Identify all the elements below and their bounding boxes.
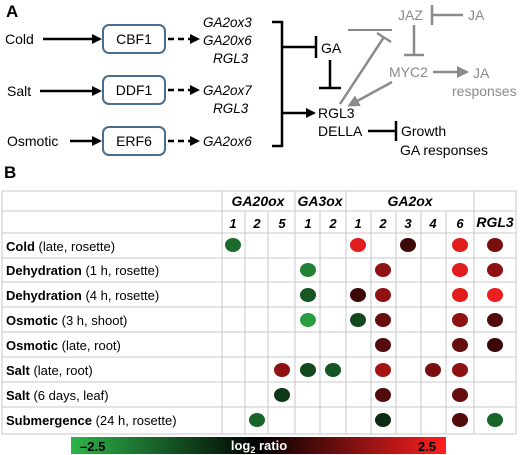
col-num-ga2ox-3: 3 xyxy=(404,216,412,231)
header-ga3ox: GA3ox xyxy=(297,193,343,209)
heat-cell-r5-c3 xyxy=(300,363,316,377)
target-cold-1: GA2ox3 xyxy=(203,15,252,30)
jaz-label: JAZ xyxy=(398,7,423,23)
heat-cell-r6-c6 xyxy=(375,388,391,402)
ga-label: GA xyxy=(321,40,342,56)
panel-b: B GA20ox GA3ox xyxy=(1,163,517,455)
col-num-ga3ox-1: 1 xyxy=(304,216,311,231)
stress-salt-label: Salt xyxy=(7,83,31,99)
heat-cell-r1-c3 xyxy=(300,263,316,277)
stress-osmotic-label: Osmotic xyxy=(7,133,58,149)
heat-cell-r5-c8 xyxy=(425,363,441,377)
ja-responses-label-1: JA xyxy=(473,65,490,81)
heat-cell-r0-c5 xyxy=(350,238,366,252)
header-ga20ox: GA20ox xyxy=(232,193,286,209)
cbf1-box xyxy=(102,24,166,54)
cbf1-label: CBF1 xyxy=(116,31,152,47)
target-salt-1: GA2ox7 xyxy=(203,83,252,98)
scale-min-label: –2.5 xyxy=(80,439,105,454)
row-label-2: Dehydration (4 h, rosette) xyxy=(6,288,159,303)
heatmap-cells xyxy=(225,238,503,427)
scale-title: log2 ratio xyxy=(231,438,287,455)
ga-responses-label: GA responses xyxy=(400,142,488,158)
ddf1-label: DDF1 xyxy=(116,82,153,98)
heat-cell-r3-c10 xyxy=(487,313,503,327)
row-label-5: Salt (late, root) xyxy=(6,363,93,378)
row-label-7: Submergence (24 h, rosette) xyxy=(6,413,177,428)
col-num-ga2ox-1: 1 xyxy=(354,216,361,231)
row-label-4: Osmotic (late, root) xyxy=(6,338,121,353)
target-salt-2: RGL3 xyxy=(213,101,249,116)
heat-cell-r7-c6 xyxy=(375,413,391,427)
col-num-ga20ox-2: 2 xyxy=(252,216,261,231)
panel-a: A Cold Salt Osmotic CBF1 DDF1 ERF6 GA2ox… xyxy=(5,2,517,158)
row-label-0: Cold (late, rosette) xyxy=(6,239,115,254)
heat-cell-r7-c1 xyxy=(249,413,265,427)
ja-responses-label-2: responses xyxy=(452,83,517,99)
myc2-label: MYC2 xyxy=(389,64,428,80)
heat-cell-r0-c7 xyxy=(400,238,416,252)
erf6-label: ERF6 xyxy=(116,133,152,149)
heat-cell-r0-c0 xyxy=(225,238,241,252)
heat-cell-r2-c10 xyxy=(487,288,503,302)
heat-cell-r2-c5 xyxy=(350,288,366,302)
stress-cold-label: Cold xyxy=(5,31,34,47)
target-cold-2: GA20x6 xyxy=(203,33,252,48)
heat-cell-r2-c3 xyxy=(300,288,316,302)
header-ga2ox: GA2ox xyxy=(387,193,433,209)
heat-cell-r3-c6 xyxy=(375,313,391,327)
col-num-ga20ox-5: 5 xyxy=(278,216,286,231)
heat-cell-r6-c9 xyxy=(452,388,468,402)
target-bracket xyxy=(272,20,284,148)
erf6-box xyxy=(102,126,166,156)
ddf1-box xyxy=(102,75,166,105)
scale-max-label: 2.5 xyxy=(418,439,436,454)
inhibit-rgl3-jaz-bar xyxy=(376,31,392,44)
heat-cell-r7-c9 xyxy=(452,413,468,427)
heat-cell-r3-c9 xyxy=(452,313,468,327)
heat-cell-r3-c5 xyxy=(350,313,366,327)
col-num-ga20ox-1: 1 xyxy=(229,216,236,231)
heat-cell-r7-c10 xyxy=(487,413,503,427)
arrow-myc2-rgl3 xyxy=(347,80,393,107)
ja-label: JA xyxy=(468,7,485,23)
inhibit-rgl3-jaz-line xyxy=(338,36,386,105)
heat-cell-r5-c2 xyxy=(274,363,290,377)
color-scale-bar xyxy=(71,437,446,454)
panel-a-label: A xyxy=(6,2,18,21)
row-label-1: Dehydration (1 h, rosette) xyxy=(6,263,159,278)
heat-cell-r0-c10 xyxy=(487,238,503,252)
col-num-ga2ox-4: 4 xyxy=(428,216,437,231)
heat-cell-r1-c6 xyxy=(375,263,391,277)
rgl3-label: RGL3 xyxy=(318,105,355,121)
heat-cell-r2-c6 xyxy=(375,288,391,302)
col-num-ga3ox-2: 2 xyxy=(328,216,337,231)
heat-cell-r5-c4 xyxy=(325,363,341,377)
heat-cell-r0-c9 xyxy=(452,238,468,252)
heat-cell-r4-c10 xyxy=(487,338,503,352)
heat-cell-r2-c9 xyxy=(452,288,468,302)
heat-cell-r1-c10 xyxy=(487,263,503,277)
heat-cell-r6-c2 xyxy=(274,388,290,402)
header-rgl3: RGL3 xyxy=(476,214,514,230)
heat-cell-r4-c6 xyxy=(375,338,391,352)
heat-cell-r3-c3 xyxy=(300,313,316,327)
table-grid xyxy=(1,190,517,435)
heat-cell-r5-c9 xyxy=(452,363,468,377)
heat-cell-r5-c6 xyxy=(375,363,391,377)
panel-b-label: B xyxy=(4,163,16,182)
col-num-ga2ox-6: 6 xyxy=(456,216,464,231)
heat-cell-r4-c9 xyxy=(452,338,468,352)
row-label-6: Salt (6 days, leaf) xyxy=(6,388,109,403)
row-label-3: Osmotic (3 h, shoot) xyxy=(6,313,127,328)
target-osmotic-1: GA2ox6 xyxy=(203,134,252,149)
col-num-ga2ox-2: 2 xyxy=(378,216,387,231)
target-cold-3: RGL3 xyxy=(213,51,249,66)
heat-cell-r1-c9 xyxy=(452,263,468,277)
growth-label: Growth xyxy=(401,123,446,139)
della-label: DELLA xyxy=(318,123,363,139)
